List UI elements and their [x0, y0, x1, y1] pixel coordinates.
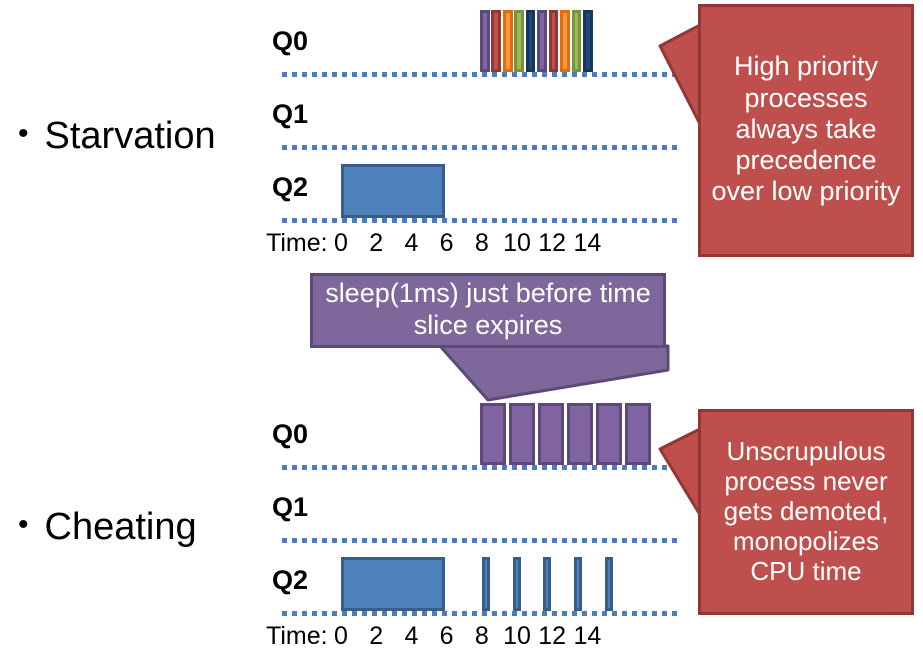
- task-bar: [514, 10, 525, 72]
- callout-unscrupulous: Unscrupulous process never gets demoted,…: [698, 409, 914, 615]
- time-axis-tick: 4: [404, 622, 419, 650]
- task-bar: [625, 403, 651, 465]
- task-bar: [491, 10, 502, 72]
- time-axis: Time: 0 2 4 6 8 10 12 14: [264, 619, 684, 653]
- callout-high-priority: High priority processes always take prec…: [698, 4, 914, 257]
- task-bar: [480, 10, 490, 72]
- task-bar: [567, 403, 593, 465]
- task-bar: [512, 557, 521, 611]
- task-bar: [481, 557, 490, 611]
- task-bar: [509, 403, 535, 465]
- time-axis-tick: 2: [369, 229, 384, 257]
- time-axis-tick: 12: [538, 229, 567, 257]
- queue-divider-line: [282, 218, 680, 223]
- task-bar: [341, 164, 445, 218]
- bullet-marker-icon: •: [18, 117, 29, 150]
- callout-sleep: sleep(1ms) just before time slice expire…: [310, 273, 666, 348]
- time-axis-tick: 6: [439, 622, 454, 650]
- callout-unscrupulous-text: Unscrupulous process never gets demoted,…: [723, 435, 889, 587]
- queue-label-q2: Q2: [272, 565, 309, 595]
- bullet-cheating: • Cheating: [18, 508, 197, 546]
- task-bar: [525, 10, 536, 72]
- bar-row-q2: [264, 549, 684, 611]
- bar-row-q0: [264, 10, 684, 72]
- queue-divider-line: [282, 538, 680, 543]
- queue-divider-line: [282, 72, 680, 77]
- bullet-starvation: • Starvation: [18, 117, 216, 155]
- bullet-starvation-label: Starvation: [44, 115, 216, 157]
- queue-chart-cheating: Q0 Q1 Q2 Time: 0 2 4 6 8 10 12 14: [264, 397, 684, 650]
- bullet-cheating-label: Cheating: [44, 506, 197, 548]
- time-axis-tick: 10: [503, 622, 531, 650]
- queue-label-q0: Q0: [272, 26, 309, 56]
- bar-row-q2: [264, 156, 684, 218]
- queue-chart-starvation: Q0 Q1 Q2 Time: 0 2 4 6 8 10 12 14: [264, 4, 684, 257]
- time-axis-tick: 0: [334, 229, 348, 257]
- callout-high-priority-text: High priority processes always take prec…: [711, 51, 901, 207]
- time-axis-tick: 0: [334, 622, 348, 650]
- task-bar: [583, 10, 593, 72]
- time-axis-tick: 10: [503, 229, 531, 257]
- task-bar: [537, 10, 547, 72]
- time-axis-tick: 8: [474, 229, 489, 257]
- task-bar: [571, 10, 582, 72]
- queue-label-q1: Q1: [272, 99, 309, 129]
- queue-label-q2: Q2: [272, 172, 309, 202]
- time-axis: Time: 0 2 4 6 8 10 12 14: [264, 226, 684, 260]
- task-bar: [574, 557, 583, 611]
- queue-label-q0: Q0: [272, 419, 309, 449]
- task-bar: [538, 403, 564, 465]
- time-axis-tick: 14: [573, 229, 602, 257]
- queue-divider-line: [282, 145, 680, 150]
- task-bar: [480, 403, 506, 465]
- callout-sleep-text: sleep(1ms) just before time slice expire…: [325, 278, 651, 340]
- task-bar: [341, 557, 445, 611]
- task-bar: [605, 557, 613, 611]
- time-axis-label: Time:: [266, 229, 328, 257]
- task-bar: [502, 10, 513, 72]
- queue-divider-line: [282, 611, 680, 616]
- queue-label-q1: Q1: [272, 492, 309, 522]
- task-bar: [543, 557, 552, 611]
- time-axis-tick: 6: [439, 229, 454, 257]
- callout-sleep-tail-icon: [440, 344, 670, 402]
- time-axis-tick: 2: [369, 622, 384, 650]
- time-axis-label: Time:: [266, 622, 328, 650]
- task-bar: [596, 403, 622, 465]
- task-bar: [560, 10, 570, 72]
- time-axis-tick: 8: [474, 622, 489, 650]
- bar-row-q0: [264, 403, 684, 465]
- bullet-marker-icon: •: [18, 508, 29, 541]
- queue-divider-line: [282, 465, 680, 470]
- time-axis-tick: 4: [404, 229, 419, 257]
- task-bar: [548, 10, 559, 72]
- time-axis-tick: 14: [573, 622, 602, 650]
- time-axis-tick: 12: [538, 622, 567, 650]
